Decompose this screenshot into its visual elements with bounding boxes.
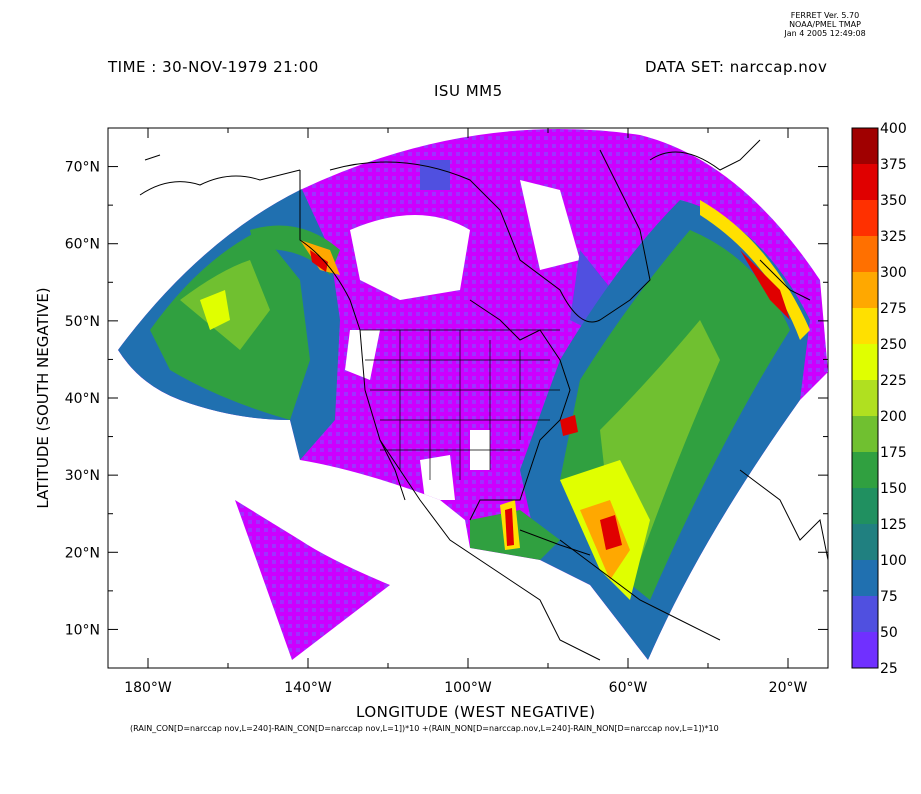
x-tick-label: 100°W <box>444 680 492 696</box>
x-tick-label: 180°W <box>124 680 172 696</box>
y-tick-label: 10°N <box>65 622 100 638</box>
political-boundaries <box>360 329 560 480</box>
colorbar-swatch <box>852 560 878 596</box>
x-axis-title: LONGITUDE (WEST NEGATIVE) <box>356 703 596 721</box>
colorbar-swatch <box>852 488 878 524</box>
colorbar-swatch <box>852 416 878 452</box>
y-tick-label: 20°N <box>65 545 100 561</box>
colorbar-label: 150 <box>880 481 907 497</box>
x-axis: 180°W 140°W 100°W 60°W 20°W <box>124 128 807 696</box>
colorbar-swatch <box>852 272 878 308</box>
y-axis: 10°N 20°N 30°N 40°N 50°N 60°N 70°N <box>65 160 828 638</box>
expression-caption: (RAIN_CON[D=narccap nov,L=240]-RAIN_CON[… <box>130 724 719 733</box>
colorbar-swatch <box>852 200 878 236</box>
y-tick-label: 60°N <box>65 237 100 253</box>
colorbar-swatch <box>852 632 878 668</box>
colorbar-swatch <box>852 596 878 632</box>
model-title: ISU MM5 <box>434 82 503 100</box>
colorbar-label: 50 <box>880 625 898 641</box>
colorbar: 400 375 350 325 300 275 250 225 200 175 150 125 100 7… <box>851 121 907 677</box>
colorbar-label: 200 <box>880 409 907 425</box>
colorbar-frame <box>851 127 879 669</box>
x-tick-label: 60°W <box>609 680 648 696</box>
version-stamp: FERRET Ver. 5.70 NOAA/PMEL TMAP Jan 4 20… <box>780 11 870 38</box>
colorbar-swatch <box>852 524 878 560</box>
colorbar-label: 25 <box>880 661 898 677</box>
colorbar-label: 225 <box>880 373 907 389</box>
colorbar-swatch <box>852 128 878 164</box>
time-label: TIME : 30-NOV-1979 21:00 <box>108 58 319 76</box>
colorbar-label: 175 <box>880 445 907 461</box>
colorbar-label: 350 <box>880 193 907 209</box>
version-stamp-line: FERRET Ver. 5.70 <box>790 11 860 20</box>
colorbar-label: 75 <box>880 589 898 605</box>
colorbar-swatch <box>852 236 878 272</box>
colorbar-swatch <box>852 380 878 416</box>
colorbar-label: 125 <box>880 517 907 533</box>
colorbar-label: 325 <box>880 229 907 245</box>
colorbar-label: 375 <box>880 157 907 173</box>
y-tick-label: 70°N <box>65 160 100 176</box>
y-tick-label: 40°N <box>65 391 100 407</box>
colorbar-swatch <box>852 164 878 200</box>
y-tick-label: 50°N <box>65 314 100 330</box>
x-tick-label: 20°W <box>769 680 808 696</box>
colorbar-label: 275 <box>880 301 907 317</box>
colorbar-label: 250 <box>880 337 907 353</box>
colorbar-label: 300 <box>880 265 907 281</box>
dataset-label: DATA SET: narccap.nov <box>645 58 828 76</box>
colorbar-swatch <box>852 308 878 344</box>
x-tick-label: 140°W <box>284 680 332 696</box>
version-stamp-line: NOAA/PMEL TMAP <box>789 20 861 29</box>
y-tick-label: 30°N <box>65 468 100 484</box>
version-stamp-line: Jan 4 2005 12:49:08 <box>784 29 866 38</box>
colorbar-swatch <box>852 452 878 488</box>
colorbar-label: 400 <box>880 121 907 137</box>
colorbar-swatch <box>852 344 878 380</box>
y-axis-title: LATITUDE (SOUTH NEGATIVE) <box>34 287 52 508</box>
colorbar-label: 100 <box>880 553 907 569</box>
